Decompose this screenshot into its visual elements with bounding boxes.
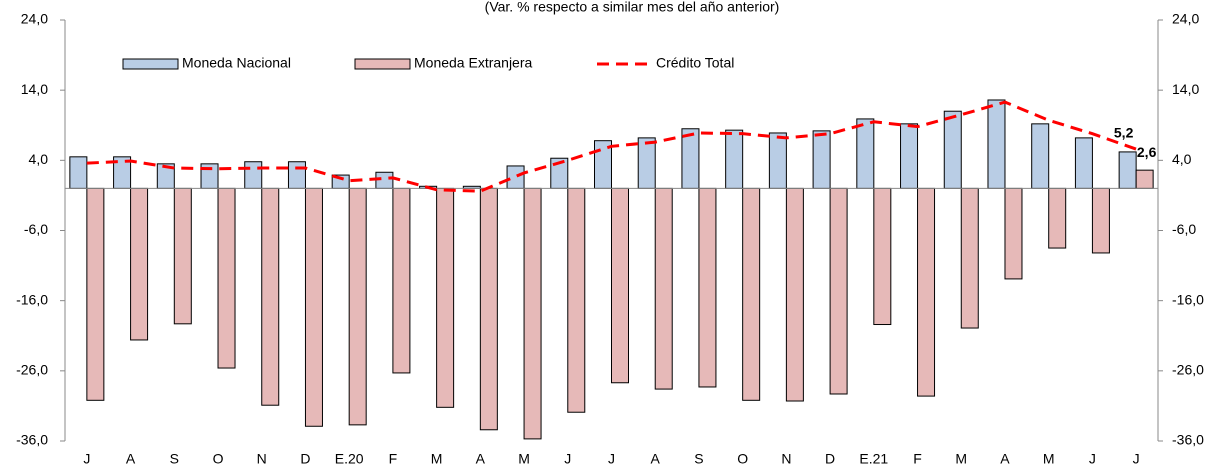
bar: [1004, 187, 1023, 280]
x-tick-label: M: [955, 451, 967, 467]
x-tick-label: M: [518, 451, 530, 467]
x-tick-label: A: [126, 451, 136, 467]
legend-label: Moneda Nacional: [182, 55, 291, 71]
bar: [1074, 137, 1093, 189]
bar: [829, 187, 848, 395]
chart-subtitle: (Var. % respecto a similar mes del año a…: [485, 0, 780, 15]
bar: [768, 132, 787, 189]
x-tick-label: A: [476, 451, 486, 467]
bar: [523, 187, 542, 440]
bar: [375, 171, 394, 189]
bar: [637, 137, 656, 189]
value-label: 5,2: [1114, 125, 1134, 141]
legend-label: Moneda Extranjera: [414, 55, 533, 71]
bar: [1118, 151, 1137, 189]
bar: [86, 187, 105, 401]
bar: [856, 118, 875, 189]
bar: [812, 130, 831, 189]
bar: [960, 187, 979, 329]
legend-swatch: [122, 58, 179, 70]
y2-tick-label: 24,0: [1172, 11, 1199, 27]
bar: [173, 187, 192, 325]
bar: [244, 161, 263, 189]
x-tick-label: J: [564, 451, 571, 467]
y-tick-label: -36,0: [16, 432, 48, 448]
y2-tick-label: -16,0: [1172, 291, 1204, 307]
x-tick-label: N: [257, 451, 267, 467]
bar: [681, 128, 700, 189]
x-tick-label: O: [737, 451, 748, 467]
bar: [1031, 123, 1050, 189]
x-tick-label: A: [1000, 451, 1010, 467]
line-series: [86, 100, 1137, 193]
bar: [917, 187, 936, 397]
x-tick-label: M: [1043, 451, 1055, 467]
x-tick-label: M: [431, 451, 443, 467]
y-tick-label: 24,0: [21, 11, 48, 27]
y-tick-label: -26,0: [16, 362, 48, 378]
bar: [348, 187, 367, 426]
bar: [785, 187, 804, 402]
bar: [698, 187, 717, 388]
bar: [436, 187, 455, 408]
bar: [873, 187, 892, 326]
y-tick-label: -6,0: [24, 221, 48, 237]
x-tick-label: J: [608, 451, 615, 467]
y2-tick-label: -36,0: [1172, 432, 1204, 448]
y-tick-label: 4,0: [29, 151, 49, 167]
bar: [217, 187, 236, 369]
bar: [725, 129, 744, 189]
bar: [130, 187, 149, 341]
bar: [287, 161, 306, 189]
bar: [506, 165, 525, 189]
x-tick-label: E.20: [335, 451, 364, 467]
x-tick-label: J: [1089, 451, 1096, 467]
bar: [943, 110, 962, 189]
x-tick-label: F: [913, 451, 922, 467]
bar: [987, 99, 1006, 189]
bar: [1135, 169, 1154, 189]
x-tick-label: D: [300, 451, 310, 467]
x-tick-label: E.21: [859, 451, 888, 467]
x-tick-label: D: [825, 451, 835, 467]
bar: [900, 123, 919, 189]
bar: [742, 187, 761, 401]
bar: [69, 156, 88, 189]
x-tick-label: J: [83, 451, 90, 467]
x-tick-label: O: [213, 451, 224, 467]
x-tick-label: A: [651, 451, 661, 467]
legend-swatch: [354, 58, 411, 70]
x-tick-label: S: [694, 451, 703, 467]
x-tick-label: J: [1133, 451, 1140, 467]
bar: [304, 187, 323, 427]
y2-tick-label: -26,0: [1172, 362, 1204, 378]
bar: [392, 187, 411, 374]
value-label: 2,6: [1137, 144, 1157, 160]
x-tick-label: F: [389, 451, 398, 467]
bar: [654, 187, 673, 390]
bar: [479, 187, 498, 431]
x-tick-label: S: [170, 451, 179, 467]
y2-tick-label: 4,0: [1172, 151, 1192, 167]
bar: [611, 187, 629, 384]
y2-tick-label: 14,0: [1172, 81, 1199, 97]
x-tick-label: N: [781, 451, 791, 467]
y-tick-label: -16,0: [16, 291, 48, 307]
y-tick-label: 14,0: [21, 81, 48, 97]
bar: [1091, 187, 1110, 254]
bar: [261, 187, 280, 406]
bar: [1048, 187, 1067, 249]
bar: [567, 187, 586, 413]
legend-label: Crédito Total: [656, 55, 734, 71]
y2-tick-label: -6,0: [1172, 221, 1196, 237]
